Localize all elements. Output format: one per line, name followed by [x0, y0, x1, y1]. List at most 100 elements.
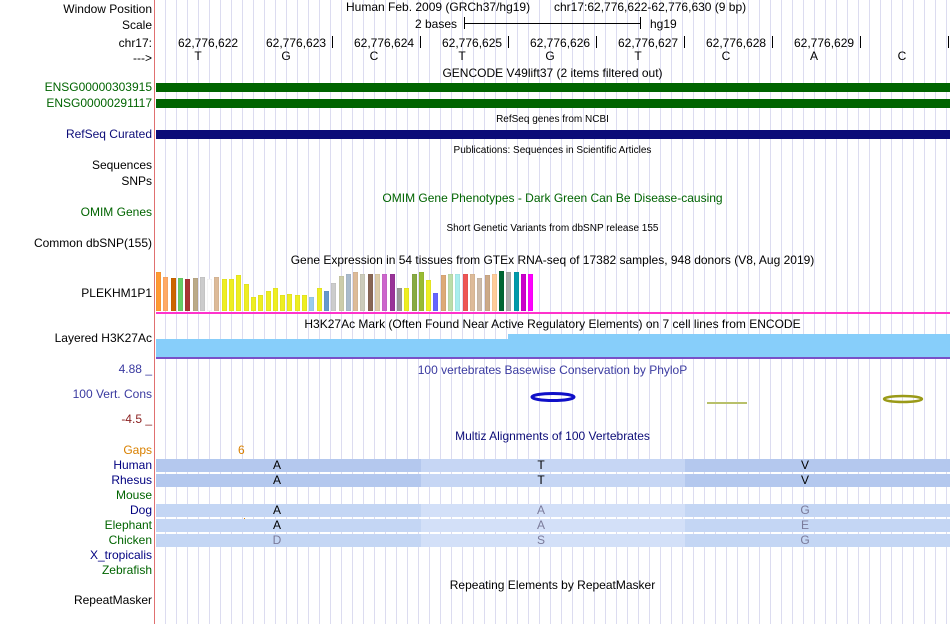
species-label-dog[interactable]: Dog — [129, 503, 152, 517]
gtex-tissue-bar[interactable] — [214, 277, 220, 311]
gtex-tissue-bar[interactable] — [185, 279, 191, 311]
gencode-feature-1[interactable] — [156, 83, 950, 92]
gtex-tissue-bar[interactable] — [433, 293, 439, 311]
gtex-tissue-bar[interactable] — [345, 274, 351, 311]
gtex-tissue-bar[interactable] — [170, 278, 176, 311]
dbsnp-title: Short Genetic Variants from dbSNP releas… — [446, 223, 659, 234]
gtex-tissue-bar[interactable] — [163, 277, 169, 311]
label-chrom[interactable]: chr17: — [118, 36, 152, 50]
gtex-bar-chart[interactable] — [156, 270, 556, 311]
gtex-tissue-bar[interactable] — [287, 294, 293, 311]
gtex-tissue-bar[interactable] — [521, 274, 526, 311]
label-window-position[interactable]: Window Position — [63, 2, 152, 16]
label-h3k27ac[interactable]: Layered H3K27Ac — [54, 331, 152, 345]
label-scale[interactable]: Scale — [121, 18, 152, 32]
refseq-feature[interactable] — [156, 130, 950, 139]
h3k27ac-signal-left[interactable] — [156, 339, 508, 357]
h3k27ac-signal-right[interactable] — [508, 334, 950, 357]
gtex-tissue-bar[interactable] — [448, 274, 453, 311]
species-label-elephant[interactable]: Elephant — [104, 518, 152, 532]
species-label-chicken[interactable]: Chicken — [108, 533, 152, 547]
gtex-tissue-bar[interactable] — [389, 274, 395, 311]
species-label-zebrafish[interactable]: Zebrafish — [101, 563, 152, 577]
gtex-tissue-bar[interactable] — [462, 274, 468, 311]
gtex-tissue-bar[interactable] — [404, 288, 410, 311]
gtex-tissue-bar[interactable] — [309, 297, 315, 311]
gtex-tissue-bar[interactable] — [426, 280, 432, 311]
label-sequences[interactable]: Sequences — [91, 158, 152, 172]
gtex-tissue-bar[interactable] — [294, 295, 300, 311]
alignment-segment — [421, 459, 685, 472]
gtex-tissue-bar[interactable] — [156, 272, 161, 311]
label-snps[interactable]: SNPs — [121, 174, 152, 188]
gtex-tissue-bar[interactable] — [207, 279, 213, 311]
label-ensg-2[interactable]: ENSG00000291117 — [46, 96, 152, 110]
gtex-tissue-bar[interactable] — [396, 288, 402, 311]
alignment-segment — [156, 474, 421, 487]
species-label-x_tropicalis[interactable]: X_tropicalis — [89, 548, 152, 562]
alignment-segment — [156, 504, 421, 517]
gtex-tissue-bar[interactable] — [477, 278, 483, 311]
label-gtex-gene[interactable]: PLEKHM1P1 — [81, 286, 152, 300]
species-label-human[interactable]: Human — [113, 458, 152, 472]
label-cons[interactable]: 100 Vert. Cons — [72, 387, 152, 401]
phylop-logo-g — [530, 392, 576, 402]
publications-title: Publications: Sequences in Scientific Ar… — [453, 145, 652, 156]
ruler-tick — [596, 36, 597, 48]
gtex-tissue-bar[interactable] — [469, 274, 475, 311]
gtex-tissue-bar[interactable] — [177, 278, 183, 311]
gtex-tissue-bar[interactable] — [528, 274, 534, 311]
gtex-tissue-bar[interactable] — [302, 295, 307, 311]
gtex-tissue-bar[interactable] — [331, 283, 337, 311]
ruler-position: 62,776,622 — [178, 36, 239, 50]
gtex-tissue-bar[interactable] — [440, 275, 446, 311]
gtex-tissue-bar[interactable] — [265, 291, 271, 311]
gtex-tissue-bar[interactable] — [258, 295, 264, 311]
gtex-tissue-bar[interactable] — [382, 274, 388, 311]
gtex-tissue-bar[interactable] — [455, 274, 461, 311]
gtex-tissue-bar[interactable] — [192, 278, 198, 311]
label-gaps[interactable]: Gaps — [123, 443, 152, 457]
ruler-position: 62,776,628 — [706, 36, 767, 50]
label-omim[interactable]: OMIM Genes — [80, 205, 152, 219]
gtex-tissue-bar[interactable] — [513, 272, 519, 311]
base-letter: C — [721, 49, 731, 63]
gtex-tissue-bar[interactable] — [360, 274, 366, 311]
label-dbsnp[interactable]: Common dbSNP(155) — [33, 236, 152, 250]
gtex-tissue-bar[interactable] — [272, 288, 278, 311]
label-ensg-1[interactable]: ENSG00000303915 — [44, 80, 152, 94]
ruler-tick — [948, 36, 949, 48]
gtex-tissue-bar[interactable] — [491, 274, 497, 311]
gtex-tissue-bar[interactable] — [236, 275, 242, 311]
label-refseq[interactable]: RefSeq Curated — [65, 127, 152, 141]
gtex-tissue-bar[interactable] — [375, 274, 380, 311]
refseq-title: RefSeq genes from NCBI — [496, 114, 609, 125]
gtex-tissue-bar[interactable] — [250, 297, 256, 311]
gtex-tissue-bar[interactable] — [499, 271, 505, 311]
species-label-mouse[interactable]: Mouse — [115, 488, 152, 502]
gtex-tissue-bar[interactable] — [484, 275, 490, 311]
gtex-tissue-bar[interactable] — [221, 279, 227, 311]
gtex-tissue-bar[interactable] — [418, 272, 424, 311]
gtex-tissue-bar[interactable] — [229, 279, 234, 311]
gtex-tissue-bar[interactable] — [323, 291, 329, 311]
gtex-tissue-bar[interactable] — [353, 272, 359, 311]
gtex-tissue-bar[interactable] — [338, 276, 344, 311]
gtex-tissue-bar[interactable] — [411, 274, 417, 311]
species-label-rhesus[interactable]: Rhesus — [111, 473, 152, 487]
gtex-tissue-bar[interactable] — [243, 284, 249, 311]
gtex-tissue-bar[interactable] — [199, 277, 205, 311]
label-repeatmasker[interactable]: RepeatMasker — [73, 593, 152, 607]
gtex-tissue-bar[interactable] — [280, 295, 286, 311]
gtex-tissue-bar[interactable] — [506, 272, 512, 311]
gencode-feature-2[interactable] — [156, 99, 950, 108]
omim-title: OMIM Gene Phenotypes - Dark Green Can Be… — [382, 191, 723, 205]
gtex-tissue-bar[interactable] — [367, 274, 373, 311]
gtex-tissue-bar[interactable] — [316, 288, 322, 311]
label-strand-arrow[interactable]: ---> — [133, 51, 152, 65]
